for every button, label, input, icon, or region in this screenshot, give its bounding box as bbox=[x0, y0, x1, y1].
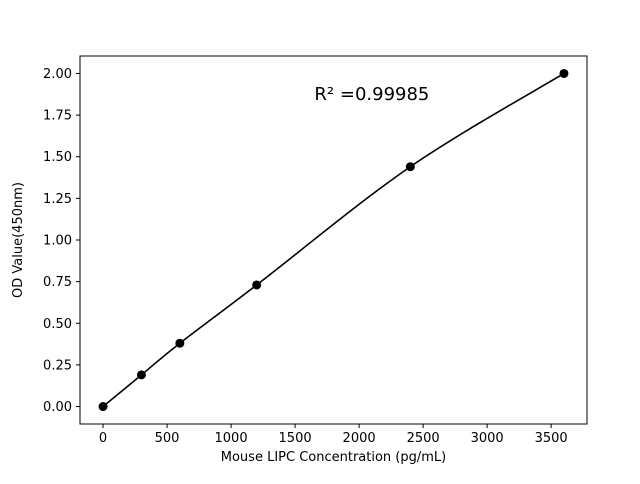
x-tick-label: 2500 bbox=[407, 431, 440, 446]
plot-frame bbox=[79, 55, 588, 425]
r-squared-annotation: R² =0.99985 bbox=[314, 84, 429, 105]
x-tick-label: 3000 bbox=[471, 431, 504, 446]
y-tick-label: 0.75 bbox=[43, 275, 72, 290]
data-point bbox=[252, 280, 262, 290]
x-tick-label: 2000 bbox=[343, 431, 376, 446]
data-point bbox=[559, 68, 569, 78]
x-tick-label: 500 bbox=[155, 431, 180, 446]
x-tick-label: 0 bbox=[99, 431, 107, 446]
y-axis-label: OD Value(450nm) bbox=[11, 182, 26, 298]
y-tick-label: 1.00 bbox=[43, 234, 72, 249]
y-tick-label: 0.50 bbox=[43, 317, 72, 332]
y-tick-label: 2.00 bbox=[43, 67, 72, 82]
fit-curve bbox=[102, 72, 565, 408]
x-tick-label: 3500 bbox=[535, 431, 568, 446]
x-axis-label: Mouse LIPC Concentration (pg/mL) bbox=[221, 450, 446, 465]
data-point bbox=[405, 162, 415, 172]
y-tick-label: 0.00 bbox=[43, 400, 72, 415]
data-point bbox=[136, 370, 146, 380]
data-point bbox=[175, 338, 185, 348]
x-tick-label: 1000 bbox=[215, 431, 248, 446]
y-tick-label: 1.75 bbox=[43, 109, 72, 124]
y-tick-label: 1.25 bbox=[43, 192, 72, 207]
y-tick-label: 0.25 bbox=[43, 358, 72, 373]
x-tick-label: 1500 bbox=[279, 431, 312, 446]
data-point bbox=[98, 402, 108, 412]
y-tick-label: 1.50 bbox=[43, 150, 72, 165]
plot-area: 0 500 1000 1500 2000 2500 3000 3500 0.00 0.25 0.50… bbox=[43, 55, 588, 446]
